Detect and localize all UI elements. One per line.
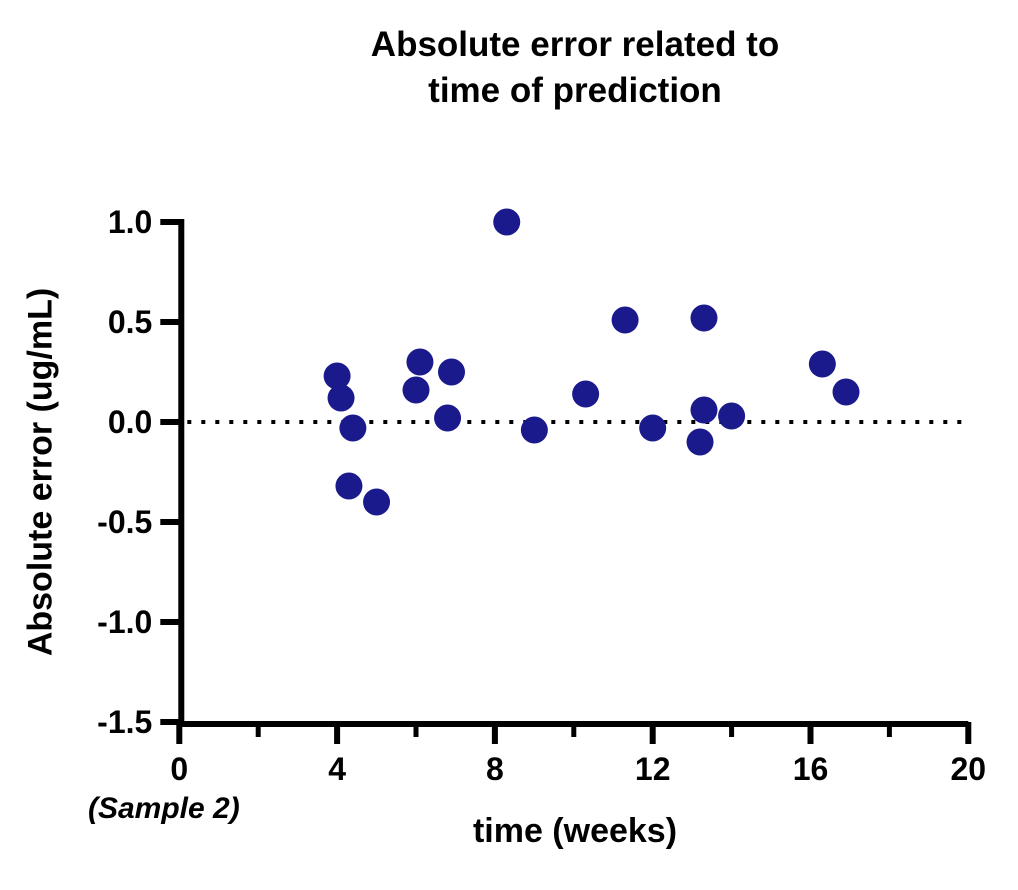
data-point: [690, 396, 718, 424]
data-point: [363, 488, 391, 516]
y-tick-label: -1.0: [97, 604, 152, 640]
y-tick-label: -0.5: [97, 504, 152, 540]
y-tick-label: -1.5: [97, 704, 152, 740]
data-point: [686, 428, 714, 456]
data-point: [639, 414, 667, 442]
y-tick-label: 0.5: [108, 304, 152, 340]
data-point: [611, 306, 639, 334]
data-point: [335, 472, 363, 500]
data-point: [832, 378, 860, 406]
x-tick-label: 0: [170, 751, 188, 787]
chart-title-line1: Absolute error related to: [370, 25, 780, 64]
x-tick-label: 4: [328, 751, 346, 787]
data-point: [402, 376, 430, 404]
data-point: [406, 348, 434, 376]
data-point: [438, 358, 466, 386]
chart-title: Absolute error related to time of predic…: [371, 22, 779, 114]
x-tick-label: 12: [635, 751, 671, 787]
data-point: [323, 362, 351, 390]
x-axis-title: time (weeks): [472, 812, 678, 850]
sample-annotation: (Sample 2): [88, 792, 240, 825]
y-tick-label: 1.0: [108, 204, 152, 240]
data-point: [808, 350, 836, 378]
x-tick-label: 20: [951, 751, 987, 787]
data-point: [327, 384, 355, 412]
data-point: [690, 304, 718, 332]
y-tick-label: 0.0: [108, 404, 152, 440]
data-point: [493, 208, 521, 236]
x-tick-label: 16: [793, 751, 829, 787]
data-point: [572, 380, 600, 408]
data-point: [718, 402, 746, 430]
data-point: [520, 416, 548, 444]
chart-title-line2: time of prediction: [428, 71, 722, 110]
data-point: [339, 414, 367, 442]
data-point: [434, 404, 462, 432]
x-tick-label: 8: [486, 751, 504, 787]
